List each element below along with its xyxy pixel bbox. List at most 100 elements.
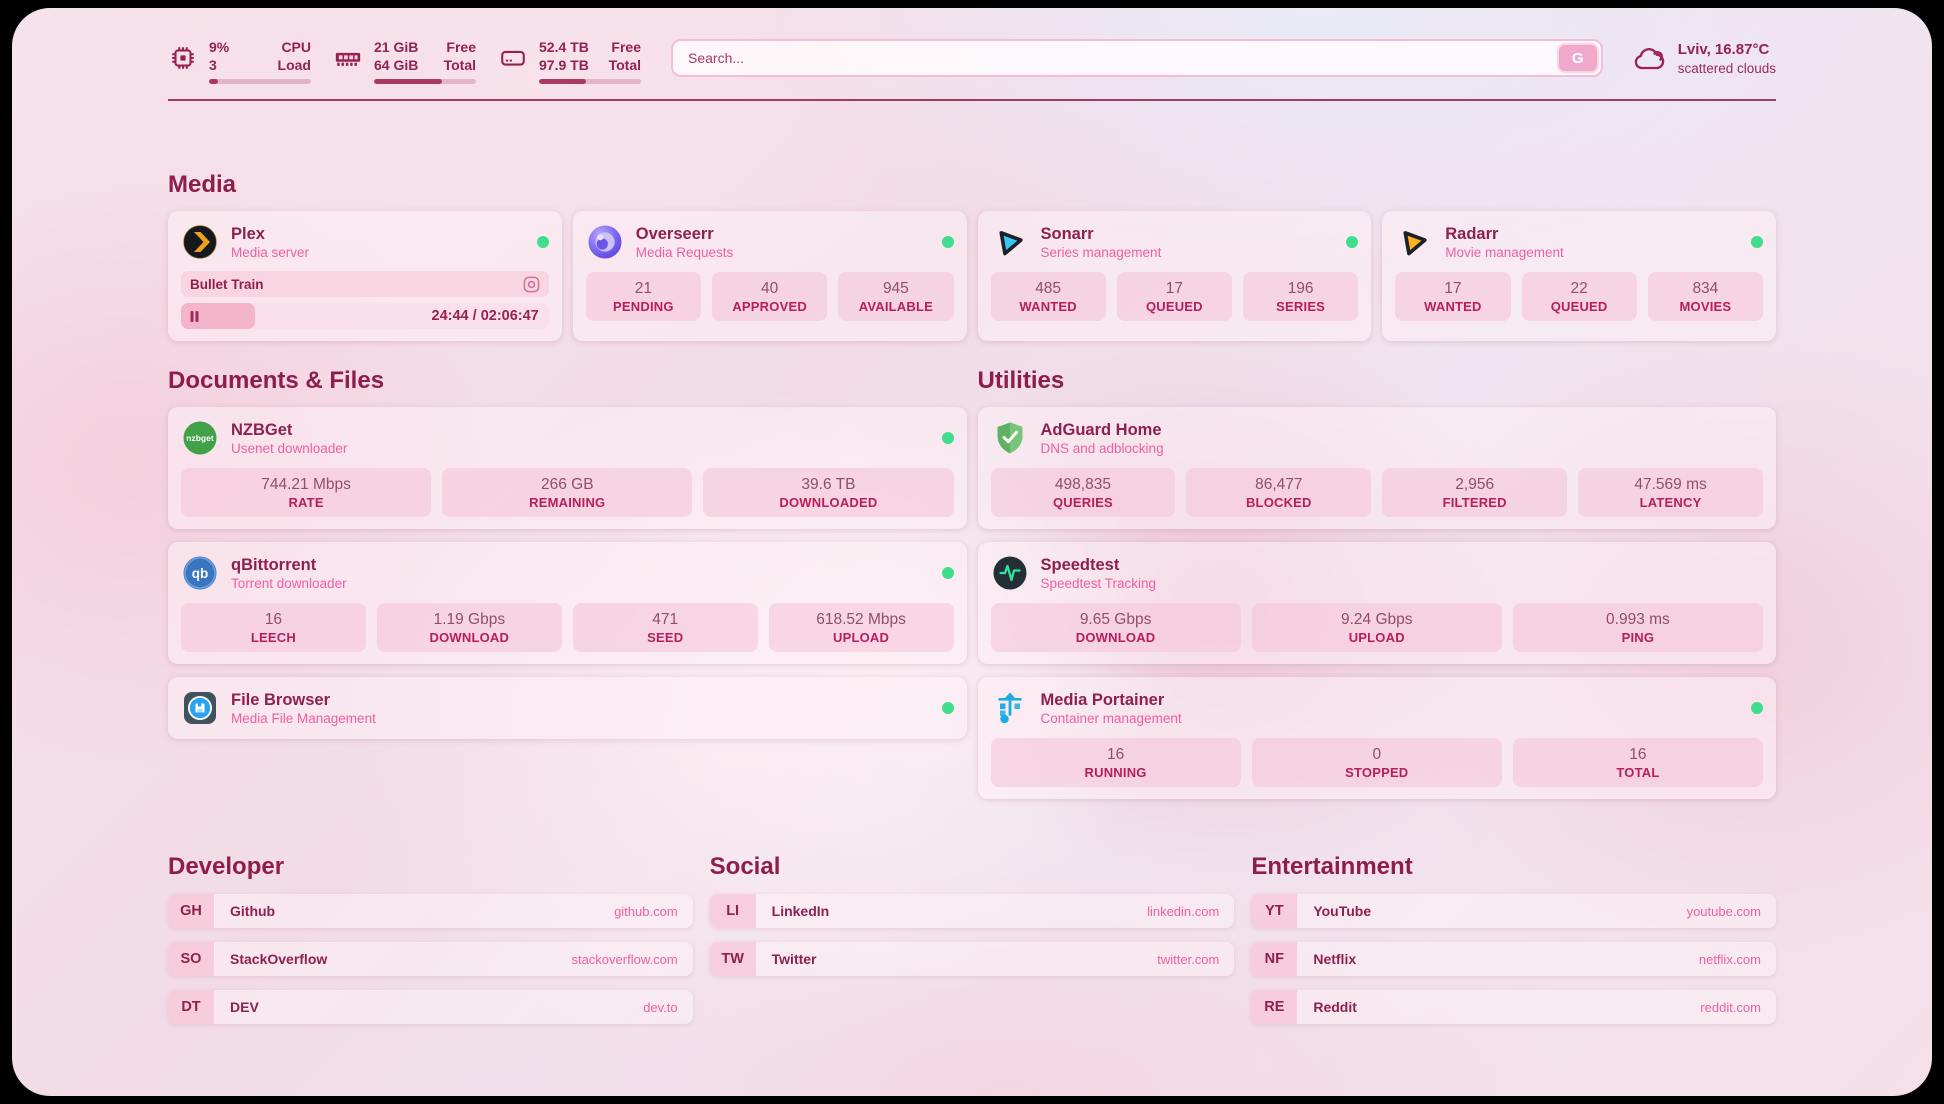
status-online-dot <box>941 702 954 715</box>
status-online-dot <box>941 567 954 580</box>
bookmark-name: Reddit <box>1313 999 1357 1016</box>
stat-label: FILTERED <box>1442 494 1507 510</box>
memory-free-value: 21 GiB <box>374 39 419 55</box>
stat-value: 196 <box>1287 279 1314 297</box>
app-subtitle: Media Requests <box>635 244 734 260</box>
app-card-filebrowser[interactable]: File Browser Media File Management <box>168 677 967 740</box>
pause-icon <box>190 310 199 322</box>
bookmark-youtube[interactable]: YT YouTube youtube.com <box>1251 894 1776 929</box>
cpu-load-label: Load <box>277 57 311 74</box>
speedtest-card-titles: Speedtest Speedtest Tracking <box>1041 556 1157 591</box>
stat-value: 498,835 <box>1054 475 1111 493</box>
portainer-logo-icon <box>998 692 1021 724</box>
stat-pill: 471 SEED <box>572 603 758 653</box>
bookmark-name: DEV <box>230 999 259 1016</box>
disk-total-label: Total <box>608 57 641 74</box>
section-title-documents: Documents & Files <box>168 367 385 395</box>
app-subtitle: Torrent downloader <box>231 575 347 591</box>
app-card-portainer[interactable]: Media Portainer Container management 16 R… <box>977 677 1776 800</box>
disk-monitor: 52.4 TB 97.9 TB Free Total <box>498 38 641 85</box>
bookmark-name: StackOverflow <box>230 951 328 968</box>
stat-label: MOVIES <box>1679 298 1732 314</box>
stat-value: 834 <box>1692 279 1719 297</box>
adguard-card-titles: AdGuard Home DNS and adblocking <box>1041 421 1164 456</box>
bookmark-url: linkedin.com <box>1147 903 1220 919</box>
stat-value: 1.19 Gbps <box>433 610 506 628</box>
app-card-plex[interactable]: Plex Media server Bullet Train <box>168 211 562 342</box>
bookmark-github[interactable]: GH Github github.com <box>168 894 693 929</box>
portainer-card-titles: Media Portainer Container management <box>1041 691 1182 726</box>
stat-pill: 618.52 Mbps UPLOAD <box>768 603 954 653</box>
resource-monitors: 9% 3 CPU Load <box>168 38 641 85</box>
overseerr-logo-icon <box>588 225 622 259</box>
app-card-qbittorrent[interactable]: qb qBittorrent Torrent downloader 16 LEEC… <box>168 542 967 665</box>
stat-value: 21 <box>634 279 652 297</box>
stat-value: 40 <box>761 279 779 297</box>
bookmark-url: github.com <box>614 903 678 919</box>
app-card-overseerr[interactable]: Overseerr Media Requests 21 PENDING 40 APPR… <box>572 211 967 342</box>
stat-pill: 945 AVAILABLE <box>838 272 954 322</box>
cpu-monitor: 9% 3 CPU Load <box>168 38 311 85</box>
qbittorrent-card-titles: qBittorrent Torrent downloader <box>231 556 347 591</box>
cpu-load-value: 3 <box>209 57 217 74</box>
plex-now-playing: Bullet Train 24:44 / 02:06:47 <box>181 271 549 330</box>
bookmark-abbreviation: LI <box>709 894 756 929</box>
app-stats: 16 RUNNING 0 STOPPED 16 TOTAL <box>990 738 1764 788</box>
app-card-sonarr[interactable]: Sonarr Series management 485 WANTED 17 QUEU… <box>977 211 1372 342</box>
filebrowser-logo-icon <box>184 692 216 725</box>
bookmark-url: twitter.com <box>1157 951 1220 967</box>
status-online-dot <box>1751 236 1763 249</box>
bookmark-linkedin[interactable]: LI LinkedIn linkedin.com <box>709 894 1235 929</box>
filebrowser-card-header: File Browser Media File Management <box>181 689 954 727</box>
disk-total-value: 97.9 TB <box>539 57 589 74</box>
stat-pill: 266 GB REMAINING <box>442 468 693 518</box>
search-input[interactable] <box>671 39 1603 77</box>
stat-value: 945 <box>882 279 909 297</box>
bookmark-twitter[interactable]: TW Twitter twitter.com <box>709 942 1235 977</box>
bookmark-netflix[interactable]: NF Netflix netflix.com <box>1251 942 1776 977</box>
stat-pill: 9.65 Gbps DOWNLOAD <box>990 603 1241 653</box>
search-provider-button[interactable]: G <box>1556 43 1599 73</box>
app-subtitle: Container management <box>1040 710 1182 726</box>
column-headings: Documents & Files Utilities <box>168 367 1776 395</box>
section-title-media: Media <box>168 171 237 199</box>
stat-label: QUEUED <box>1550 298 1608 314</box>
bookmark-list: GH Github github.com SO StackOverflow stackov… <box>168 894 693 1025</box>
memory-total-label: Total <box>443 57 476 74</box>
svg-text:nzbget: nzbget <box>186 433 214 443</box>
bookmark-reddit[interactable]: RE Reddit reddit.com <box>1251 990 1776 1025</box>
bookmark-stackoverflow[interactable]: SO StackOverflow stackoverflow.com <box>168 942 693 977</box>
stat-value: 744.21 Mbps <box>261 475 351 493</box>
cloud-icon <box>1634 47 1664 69</box>
app-card-speedtest[interactable]: Speedtest Speedtest Tracking 9.65 Gbps DO… <box>977 542 1776 665</box>
stat-pill: 834 MOVIES <box>1647 272 1763 322</box>
stat-value: 39.6 TB <box>801 475 856 493</box>
cpu-chip-icon <box>172 47 194 69</box>
app-card-adguard[interactable]: AdGuard Home DNS and adblocking 498,835 Q… <box>977 407 1776 530</box>
stat-pill: 16 RUNNING <box>990 738 1241 788</box>
media-card-row: Plex Media server Bullet Train <box>168 211 1776 342</box>
bookmark-dev[interactable]: DT DEV dev.to <box>168 990 693 1025</box>
bookmark-abbreviation: YT <box>1251 894 1298 929</box>
stat-label: RATE <box>288 494 324 510</box>
stat-pill: 16 LEECH <box>181 603 366 653</box>
app-name: Speedtest <box>1040 555 1120 574</box>
stat-label: QUERIES <box>1052 494 1113 510</box>
app-name: Overseerr <box>635 224 714 243</box>
app-card-radarr[interactable]: Radarr Movie management 17 WANTED 22 QUEUED… <box>1382 211 1776 342</box>
plex-card-titles: Plex Media server <box>231 225 309 260</box>
app-subtitle: Movie management <box>1445 244 1564 260</box>
app-card-nzbget[interactable]: nzbget NZBGet Usenet downloader 744.21 M… <box>168 407 967 530</box>
stat-value: 485 <box>1035 279 1062 297</box>
weather-location: Lviv, 16.87°C <box>1677 41 1770 58</box>
nzbget-card-titles: NZBGet Usenet downloader <box>231 421 347 456</box>
stat-label: BLOCKED <box>1245 494 1312 510</box>
app-subtitle: Media File Management <box>231 710 376 726</box>
qbittorrent-logo-icon: qb <box>183 556 217 590</box>
stat-pill: 17 WANTED <box>1395 272 1511 322</box>
app-stats: 485 WANTED 17 QUEUED 196 SERIES <box>990 272 1359 322</box>
dashboard-window: 9% 3 CPU Load <box>12 8 1932 1096</box>
stat-label: UPLOAD <box>1348 629 1405 645</box>
app-subtitle: Series management <box>1040 244 1162 260</box>
sonarr-card-titles: Sonarr Series management <box>1041 225 1162 260</box>
